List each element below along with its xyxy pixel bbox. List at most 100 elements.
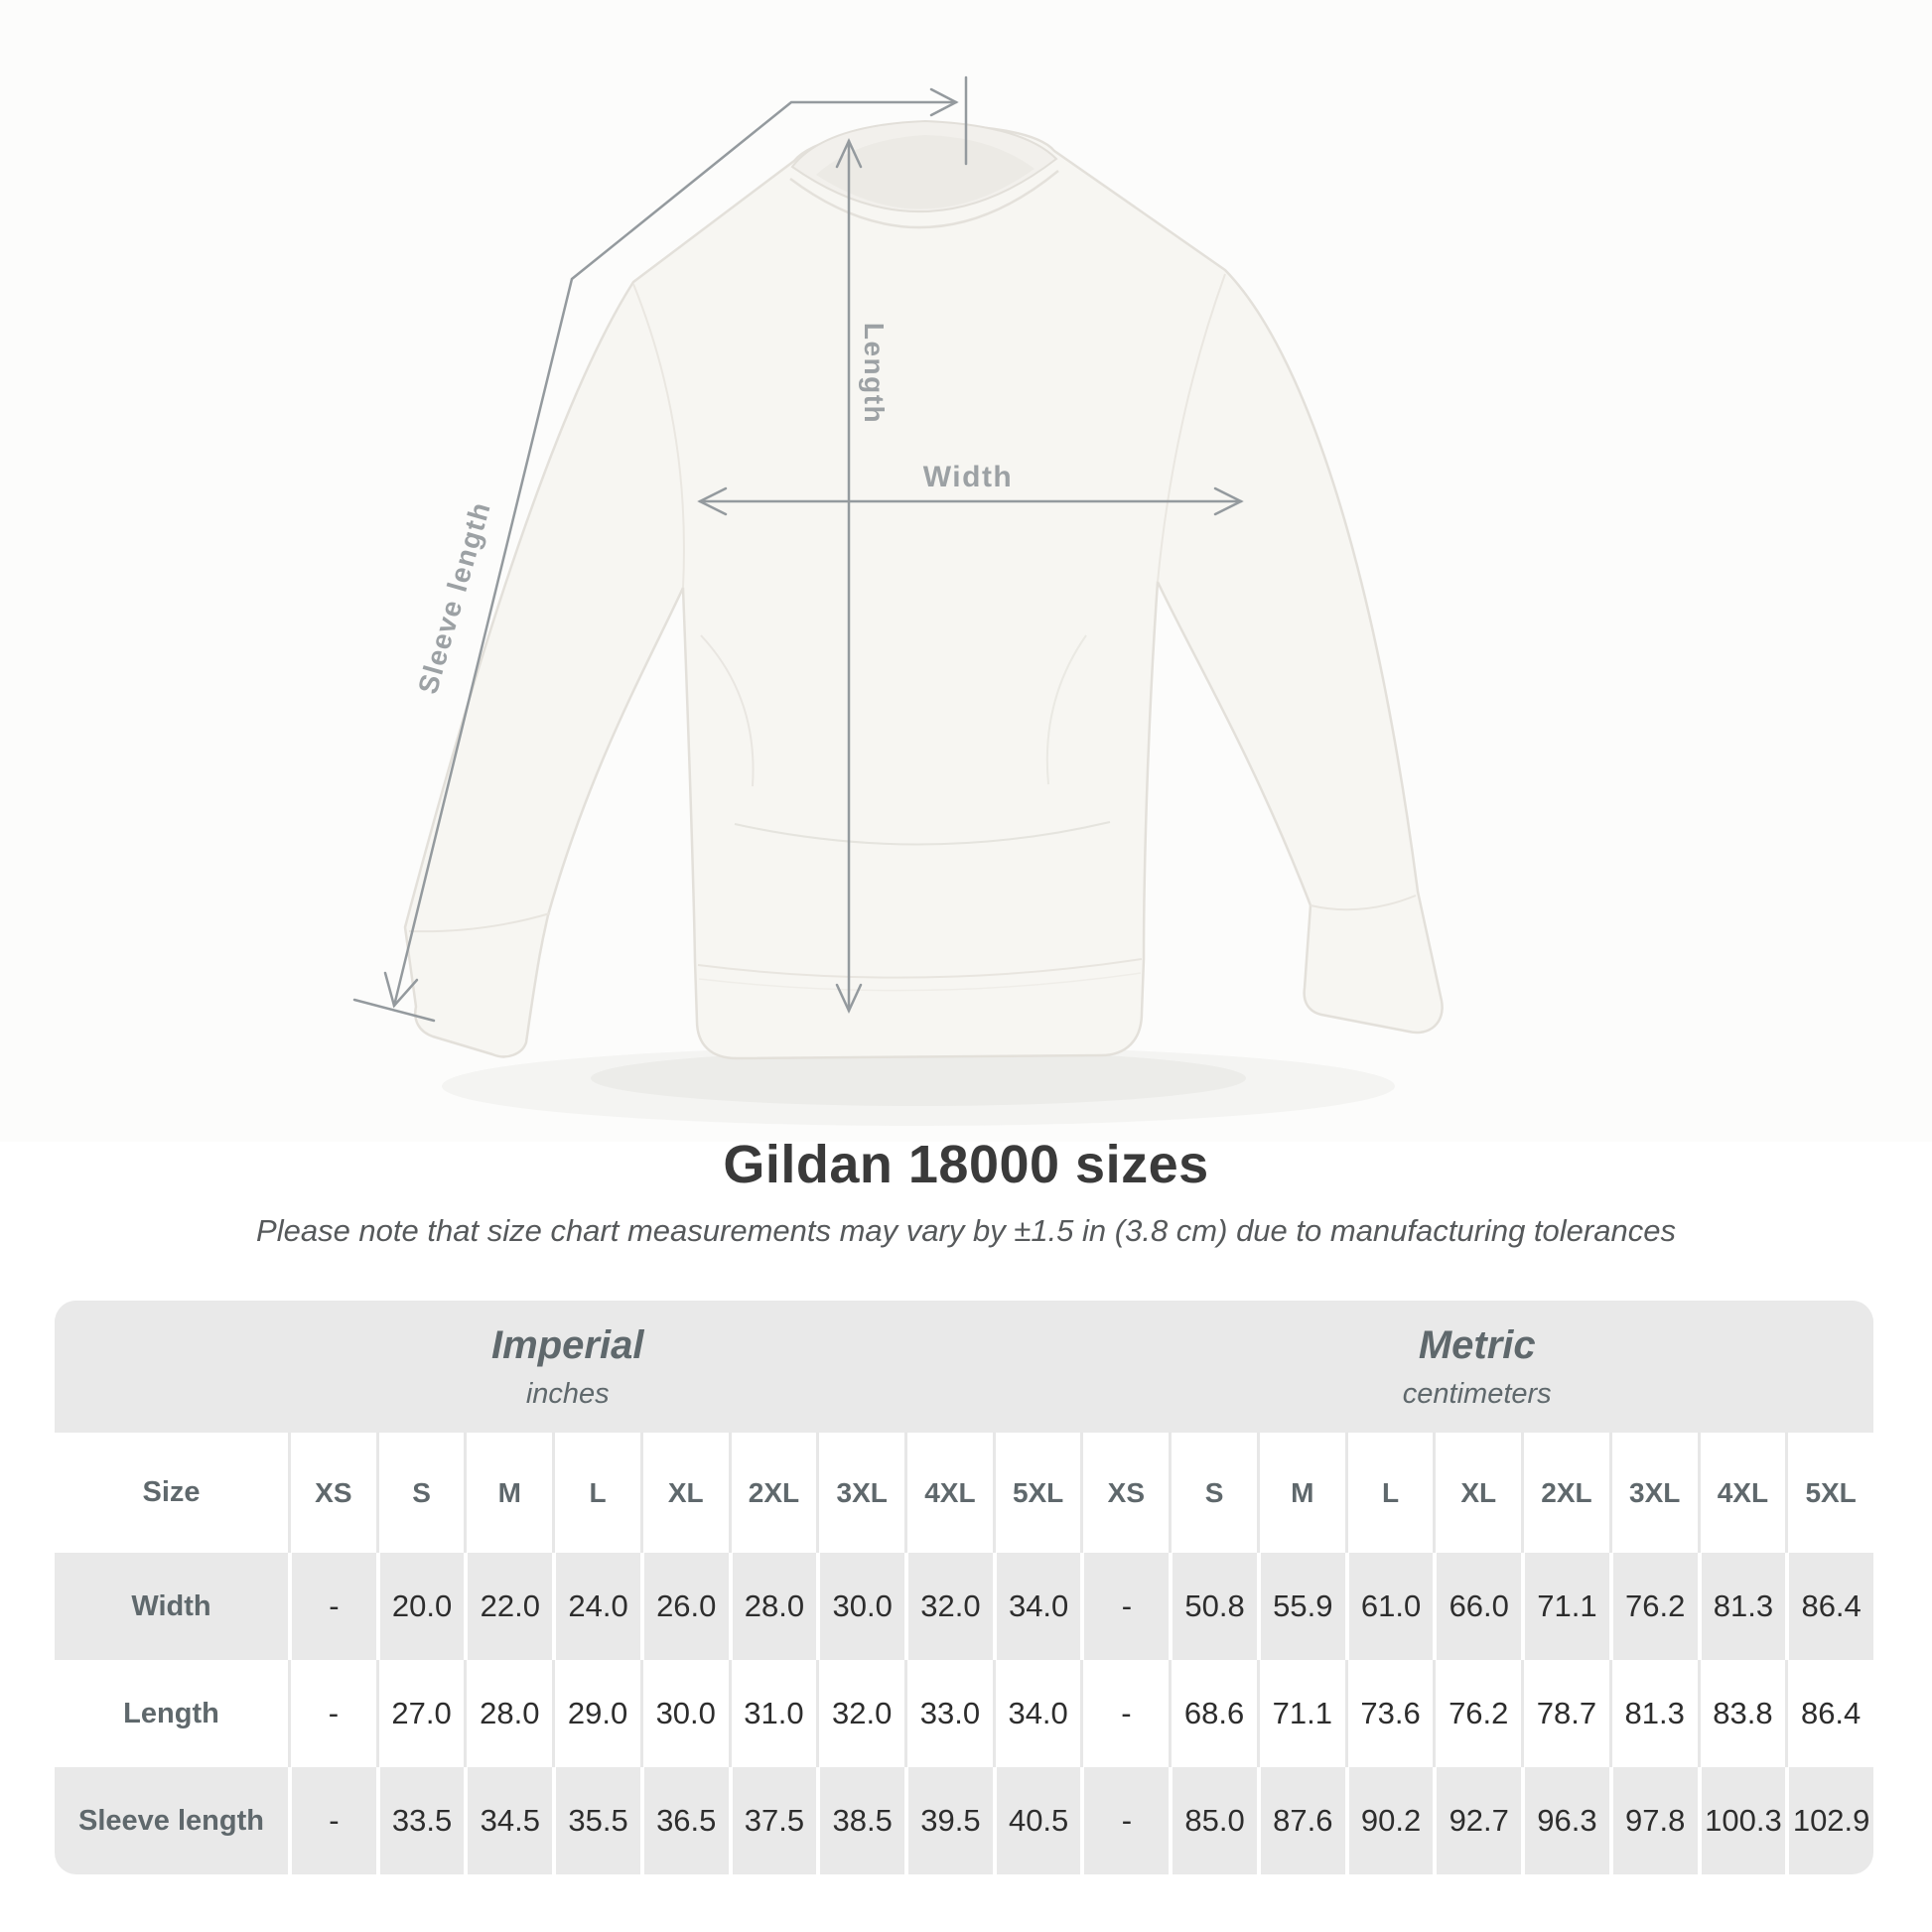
value-cell: 28.0 bbox=[728, 1553, 817, 1660]
value-cell: - bbox=[288, 1660, 376, 1767]
value-cell: 85.0 bbox=[1169, 1767, 1257, 1874]
tolerance-note: Please note that size chart measurements… bbox=[256, 1213, 1676, 1248]
row-label: Length bbox=[55, 1660, 288, 1767]
value-cell: 100.3 bbox=[1697, 1767, 1786, 1874]
value-cell: 34.0 bbox=[992, 1660, 1081, 1767]
value-cell: 71.1 bbox=[1521, 1553, 1609, 1660]
value-cell: 102.9 bbox=[1785, 1767, 1873, 1874]
size-header-row: Size XS S M L XL 2XL 3XL 4XL 5XL XS S M L XL 2XL 3XL 4XL… bbox=[55, 1433, 1873, 1553]
value-cell: 83.8 bbox=[1697, 1660, 1786, 1767]
width-measure-label: Width bbox=[922, 461, 1014, 493]
size-col-header: XS bbox=[1080, 1433, 1170, 1553]
value-cell: 30.0 bbox=[816, 1553, 905, 1660]
sweatshirt bbox=[403, 119, 1444, 1060]
metric-group-unit: centimeters bbox=[1402, 1377, 1552, 1410]
value-cell: 24.0 bbox=[552, 1553, 640, 1660]
size-col-header: 5XL bbox=[1785, 1433, 1873, 1553]
size-col-header: L bbox=[552, 1433, 640, 1553]
value-cell: 81.3 bbox=[1697, 1553, 1786, 1660]
size-col-header: XS bbox=[288, 1433, 376, 1553]
value-cell: - bbox=[1080, 1553, 1170, 1660]
metric-group-name: Metric bbox=[1418, 1322, 1536, 1367]
value-cell: 39.5 bbox=[904, 1767, 993, 1874]
value-cell: 30.0 bbox=[639, 1660, 729, 1767]
size-corner-header: Size bbox=[55, 1433, 288, 1553]
imperial-group-header: Imperial inches bbox=[55, 1301, 1081, 1433]
value-cell: 37.5 bbox=[728, 1767, 817, 1874]
size-col-header: 2XL bbox=[728, 1433, 817, 1553]
value-cell: - bbox=[1080, 1767, 1170, 1874]
value-cell: 86.4 bbox=[1785, 1660, 1873, 1767]
size-col-header: M bbox=[1256, 1433, 1345, 1553]
table-row: Width -20.0 22.0 24.0 26.0 28.0 30.0 32.0 34.0-5… bbox=[55, 1553, 1873, 1660]
value-cell: 32.0 bbox=[816, 1660, 905, 1767]
value-cell: 86.4 bbox=[1785, 1553, 1873, 1660]
length-measure-label: Length bbox=[859, 322, 890, 425]
size-col-header: M bbox=[464, 1433, 553, 1553]
size-col-header: XL bbox=[639, 1433, 729, 1553]
value-cell: 96.3 bbox=[1521, 1767, 1609, 1874]
value-cell: 36.5 bbox=[639, 1767, 729, 1874]
size-col-header: 3XL bbox=[1608, 1433, 1698, 1553]
size-chart-title: Gildan 18000 sizes bbox=[723, 1135, 1209, 1194]
value-cell: 33.5 bbox=[375, 1767, 465, 1874]
value-cell: 29.0 bbox=[552, 1660, 640, 1767]
value-cell: 97.8 bbox=[1608, 1767, 1698, 1874]
value-cell: 31.0 bbox=[728, 1660, 817, 1767]
size-col-header: S bbox=[1169, 1433, 1257, 1553]
value-cell: 33.0 bbox=[904, 1660, 993, 1767]
value-cell: - bbox=[1080, 1660, 1170, 1767]
value-cell: 87.6 bbox=[1256, 1767, 1345, 1874]
value-cell: 22.0 bbox=[464, 1553, 553, 1660]
imperial-group-unit: inches bbox=[525, 1377, 610, 1410]
size-col-header: 4XL bbox=[904, 1433, 993, 1553]
row-label: Width bbox=[55, 1553, 288, 1660]
sweatshirt-diagram: Length Width Sleeve length bbox=[352, 75, 1444, 1126]
collar-opening bbox=[816, 135, 1035, 209]
size-col-header: 5XL bbox=[992, 1433, 1081, 1553]
value-cell: 92.7 bbox=[1433, 1767, 1522, 1874]
value-cell: 90.2 bbox=[1344, 1767, 1434, 1874]
measurement-arrows bbox=[352, 75, 1244, 1023]
value-cell: 28.0 bbox=[464, 1660, 553, 1767]
size-col-header: 2XL bbox=[1521, 1433, 1609, 1553]
table-row: Sleeve length -33.5 34.5 35.5 36.5 37.5 38.5 39… bbox=[55, 1767, 1873, 1874]
value-cell: 40.5 bbox=[992, 1767, 1081, 1874]
imperial-group-name: Imperial bbox=[491, 1322, 644, 1367]
value-cell: 78.7 bbox=[1521, 1660, 1609, 1767]
value-cell: 27.0 bbox=[375, 1660, 465, 1767]
size-col-header: XL bbox=[1433, 1433, 1522, 1553]
value-cell: 66.0 bbox=[1433, 1553, 1522, 1660]
size-col-header: 4XL bbox=[1697, 1433, 1786, 1553]
value-cell: 38.5 bbox=[816, 1767, 905, 1874]
sweatshirt-illustration bbox=[352, 75, 1444, 1126]
value-cell: 32.0 bbox=[904, 1553, 993, 1660]
value-cell: 68.6 bbox=[1169, 1660, 1257, 1767]
value-cell: 20.0 bbox=[375, 1553, 465, 1660]
table-row: Length -27.0 28.0 29.0 30.0 31.0 32.0 33.0 34.0-… bbox=[55, 1660, 1873, 1767]
value-cell: - bbox=[288, 1767, 376, 1874]
value-cell: 76.2 bbox=[1608, 1553, 1698, 1660]
sleeve-arrow-line bbox=[392, 100, 958, 1008]
size-col-header: L bbox=[1344, 1433, 1434, 1553]
value-cell: 26.0 bbox=[639, 1553, 729, 1660]
value-cell: - bbox=[288, 1553, 376, 1660]
caption-block: Gildan 18000 sizes Please note that size… bbox=[0, 1134, 1932, 1249]
size-col-header: S bbox=[375, 1433, 465, 1553]
cuff-tick bbox=[352, 998, 436, 1023]
unit-group-row: Imperial inches Metric centimeters bbox=[55, 1301, 1873, 1433]
size-table: Imperial inches Metric centimeters Size … bbox=[55, 1301, 1873, 1874]
value-cell: 35.5 bbox=[552, 1767, 640, 1874]
value-cell: 61.0 bbox=[1344, 1553, 1434, 1660]
metric-group-header: Metric centimeters bbox=[1080, 1301, 1873, 1433]
value-cell: 34.5 bbox=[464, 1767, 553, 1874]
size-col-header: 3XL bbox=[816, 1433, 905, 1553]
ground-shadow bbox=[442, 1046, 1395, 1126]
value-cell: 55.9 bbox=[1256, 1553, 1345, 1660]
value-cell: 81.3 bbox=[1608, 1660, 1698, 1767]
value-cell: 50.8 bbox=[1169, 1553, 1257, 1660]
value-cell: 34.0 bbox=[992, 1553, 1081, 1660]
value-cell: 71.1 bbox=[1256, 1660, 1345, 1767]
row-label: Sleeve length bbox=[55, 1767, 288, 1874]
